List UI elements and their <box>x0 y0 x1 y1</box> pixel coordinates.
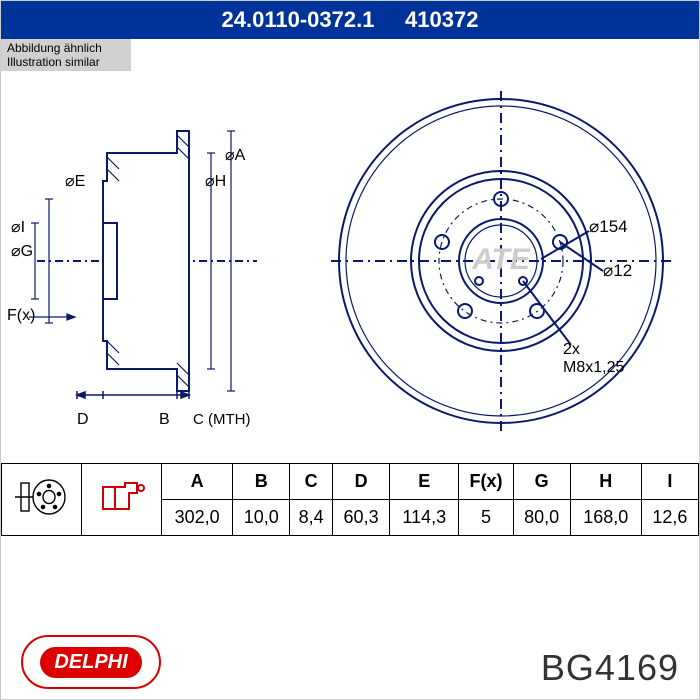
subheader: Abbildung ähnlich Illustration similar <box>1 39 131 71</box>
col-G: G <box>513 464 570 500</box>
brand-label: DELPHI <box>40 647 141 678</box>
val-Fx: 5 <box>459 500 513 536</box>
col-H: H <box>570 464 641 500</box>
col-D: D <box>333 464 390 500</box>
val-B: 10,0 <box>233 500 290 536</box>
dim-C: C (MTH) <box>193 411 250 428</box>
val-E: 114,3 <box>390 500 459 536</box>
val-A: 302,0 <box>162 500 233 536</box>
dim-D: D <box>77 411 89 429</box>
delphi-badge: DELPHI <box>21 635 161 689</box>
front-bolt-dia: ⌀12 <box>603 261 632 281</box>
val-I: 12,6 <box>641 500 698 536</box>
part-number-2: 410372 <box>405 7 478 32</box>
col-A: A <box>162 464 233 500</box>
dim-B: B <box>159 411 170 429</box>
part-number-1: 24.0110-0372.1 <box>222 7 375 32</box>
val-D: 60,3 <box>333 500 390 536</box>
col-E: E <box>390 464 459 500</box>
front-inner-dia: ⌀154 <box>589 217 628 237</box>
val-G: 80,0 <box>513 500 570 536</box>
subheader-line2: Illustration similar <box>7 55 125 69</box>
diagram-area: ⌀I ⌀G ⌀E ⌀H ⌀A F(x) D B C (MTH) <box>1 71 699 461</box>
col-Fx: F(x) <box>459 464 513 500</box>
front-view: ATE ⌀154 ⌀12 2x M8x1,25 <box>331 91 671 431</box>
ate-logo: ATE <box>471 243 531 276</box>
header-bar: 24.0110-0372.1 410372 <box>1 1 699 39</box>
val-C: 8,4 <box>290 500 333 536</box>
dimension-table: A B C D E F(x) G H I 302,0 10,0 8,4 60,3… <box>1 463 699 536</box>
disc-icon <box>15 477 69 517</box>
dim-I: ⌀I <box>11 217 25 237</box>
subheader-line1: Abbildung ähnlich <box>7 41 125 55</box>
front-thread: 2x M8x1,25 <box>563 341 624 377</box>
footer: DELPHI BG4169 <box>1 635 699 689</box>
part-code: BG4169 <box>541 647 679 689</box>
col-I: I <box>641 464 698 500</box>
val-H: 168,0 <box>570 500 641 536</box>
caliper-icon-cell <box>82 464 162 536</box>
disc-icon-cell <box>2 464 82 536</box>
col-C: C <box>290 464 333 500</box>
col-B: B <box>233 464 290 500</box>
caliper-icon <box>97 479 147 515</box>
side-view: ⌀I ⌀G ⌀E ⌀H ⌀A F(x) D B C (MTH) <box>37 111 257 411</box>
